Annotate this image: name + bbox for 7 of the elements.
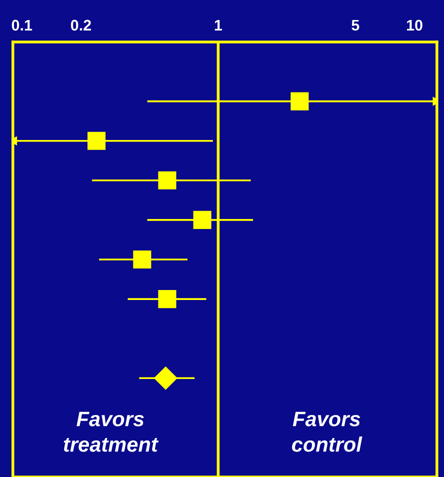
x-tick-label: 0.2: [70, 20, 91, 31]
x-tick-label: 0.1: [12, 20, 32, 31]
x-tick-label: 5: [352, 20, 360, 31]
x-tick-label: 1: [214, 20, 222, 30]
annotation: Favors control: [292, 412, 362, 452]
x-tick-label: 10: [406, 20, 422, 31]
annotation: Favors treatment: [64, 412, 159, 452]
